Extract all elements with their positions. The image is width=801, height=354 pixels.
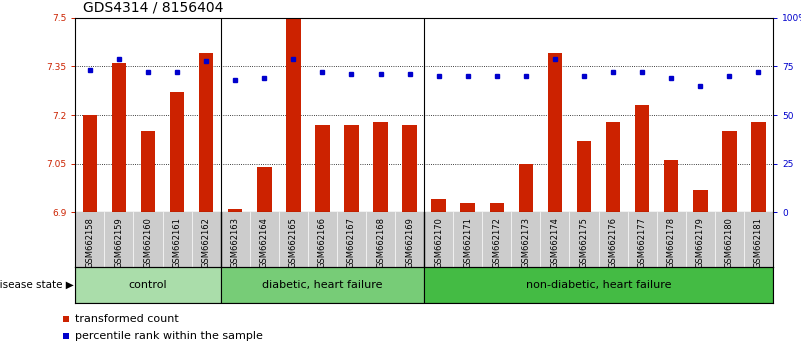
Bar (402, 125, 417, 212)
Bar (286, 18, 300, 212)
Bar (577, 141, 591, 212)
Text: control: control (129, 280, 167, 290)
Text: non-diabetic, heart failure: non-diabetic, heart failure (525, 280, 671, 290)
Bar (344, 125, 359, 212)
Text: GSM662176: GSM662176 (609, 217, 618, 268)
Bar (722, 131, 737, 212)
Bar (170, 92, 184, 212)
Bar (228, 209, 243, 212)
Text: GSM662168: GSM662168 (376, 217, 385, 268)
Text: GSM662171: GSM662171 (463, 217, 473, 268)
Bar (432, 199, 446, 212)
Text: GSM662166: GSM662166 (318, 217, 327, 268)
FancyBboxPatch shape (75, 267, 220, 303)
Text: GSM662172: GSM662172 (493, 217, 501, 268)
Bar (635, 105, 650, 212)
Text: GSM662158: GSM662158 (86, 217, 95, 268)
Text: GSM662162: GSM662162 (202, 217, 211, 268)
Bar (315, 125, 330, 212)
Text: GSM662164: GSM662164 (260, 217, 269, 268)
Bar (606, 121, 620, 212)
FancyBboxPatch shape (425, 267, 773, 303)
Bar (461, 203, 475, 212)
Bar (199, 53, 213, 212)
Text: GSM662180: GSM662180 (725, 217, 734, 268)
Text: GSM662169: GSM662169 (405, 217, 414, 268)
Text: GSM662167: GSM662167 (347, 217, 356, 268)
Bar (518, 164, 533, 212)
Text: GSM662175: GSM662175 (579, 217, 589, 268)
Bar (548, 53, 562, 212)
Text: GSM662177: GSM662177 (638, 217, 646, 268)
Text: transformed count: transformed count (74, 314, 179, 324)
Text: GSM662165: GSM662165 (289, 217, 298, 268)
Text: GSM662174: GSM662174 (550, 217, 559, 268)
Text: GSM662179: GSM662179 (696, 217, 705, 268)
Bar (257, 167, 272, 212)
Bar (83, 115, 97, 212)
Bar (373, 121, 388, 212)
Text: GSM662160: GSM662160 (143, 217, 152, 268)
Text: diabetic, heart failure: diabetic, heart failure (262, 280, 383, 290)
Bar (489, 203, 504, 212)
Text: GDS4314 / 8156404: GDS4314 / 8156404 (83, 0, 223, 14)
Bar (664, 160, 678, 212)
Text: GSM662181: GSM662181 (754, 217, 763, 268)
Bar (693, 190, 707, 212)
Bar (141, 131, 155, 212)
Text: GSM662170: GSM662170 (434, 217, 443, 268)
Text: percentile rank within the sample: percentile rank within the sample (74, 331, 263, 341)
FancyBboxPatch shape (220, 267, 425, 303)
Text: GSM662163: GSM662163 (231, 217, 239, 268)
Text: disease state ▶: disease state ▶ (0, 280, 74, 290)
Text: GSM662159: GSM662159 (115, 217, 123, 268)
Text: GSM662173: GSM662173 (521, 217, 530, 268)
Bar (751, 121, 766, 212)
Bar (111, 63, 127, 212)
Text: GSM662161: GSM662161 (172, 217, 182, 268)
Text: GSM662178: GSM662178 (666, 217, 676, 268)
